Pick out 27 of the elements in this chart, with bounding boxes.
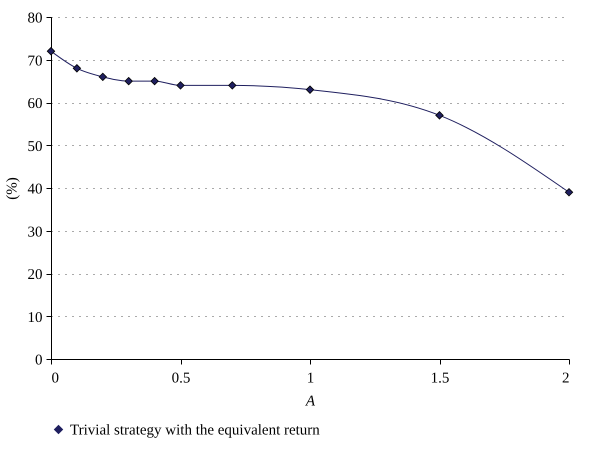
y-axis-title: (%) [4, 177, 20, 200]
y-tick-label: 20 [28, 267, 42, 283]
point [46, 47, 56, 56]
y-tick-label: 40 [28, 182, 42, 198]
x-tick-label: 1 [306, 370, 314, 386]
point [176, 81, 185, 90]
legend-label: Trivial strategy with the equivalent return [70, 422, 320, 438]
point [564, 188, 574, 196]
point [98, 72, 107, 81]
x-tick-label: 2 [562, 370, 570, 386]
point [124, 77, 133, 86]
point [228, 81, 236, 90]
x-tick-label: 0.5 [172, 370, 190, 386]
y-tick-label: 60 [28, 96, 42, 112]
y-tick-label: 10 [28, 310, 42, 326]
y-tick-label: 80 [28, 10, 42, 26]
point [72, 64, 82, 72]
y-tick-label: 50 [28, 138, 42, 155]
y-tick-label: 30 [28, 224, 42, 240]
point [435, 111, 444, 120]
x-tick-label: 0 [52, 370, 59, 386]
y-tick-label: 70 [28, 53, 42, 70]
x-axis-title: A [304, 394, 316, 410]
point [150, 77, 159, 86]
y-tick-label: 0 [35, 352, 42, 368]
point [306, 86, 314, 94]
x-tick-label: 1.5 [430, 370, 450, 386]
